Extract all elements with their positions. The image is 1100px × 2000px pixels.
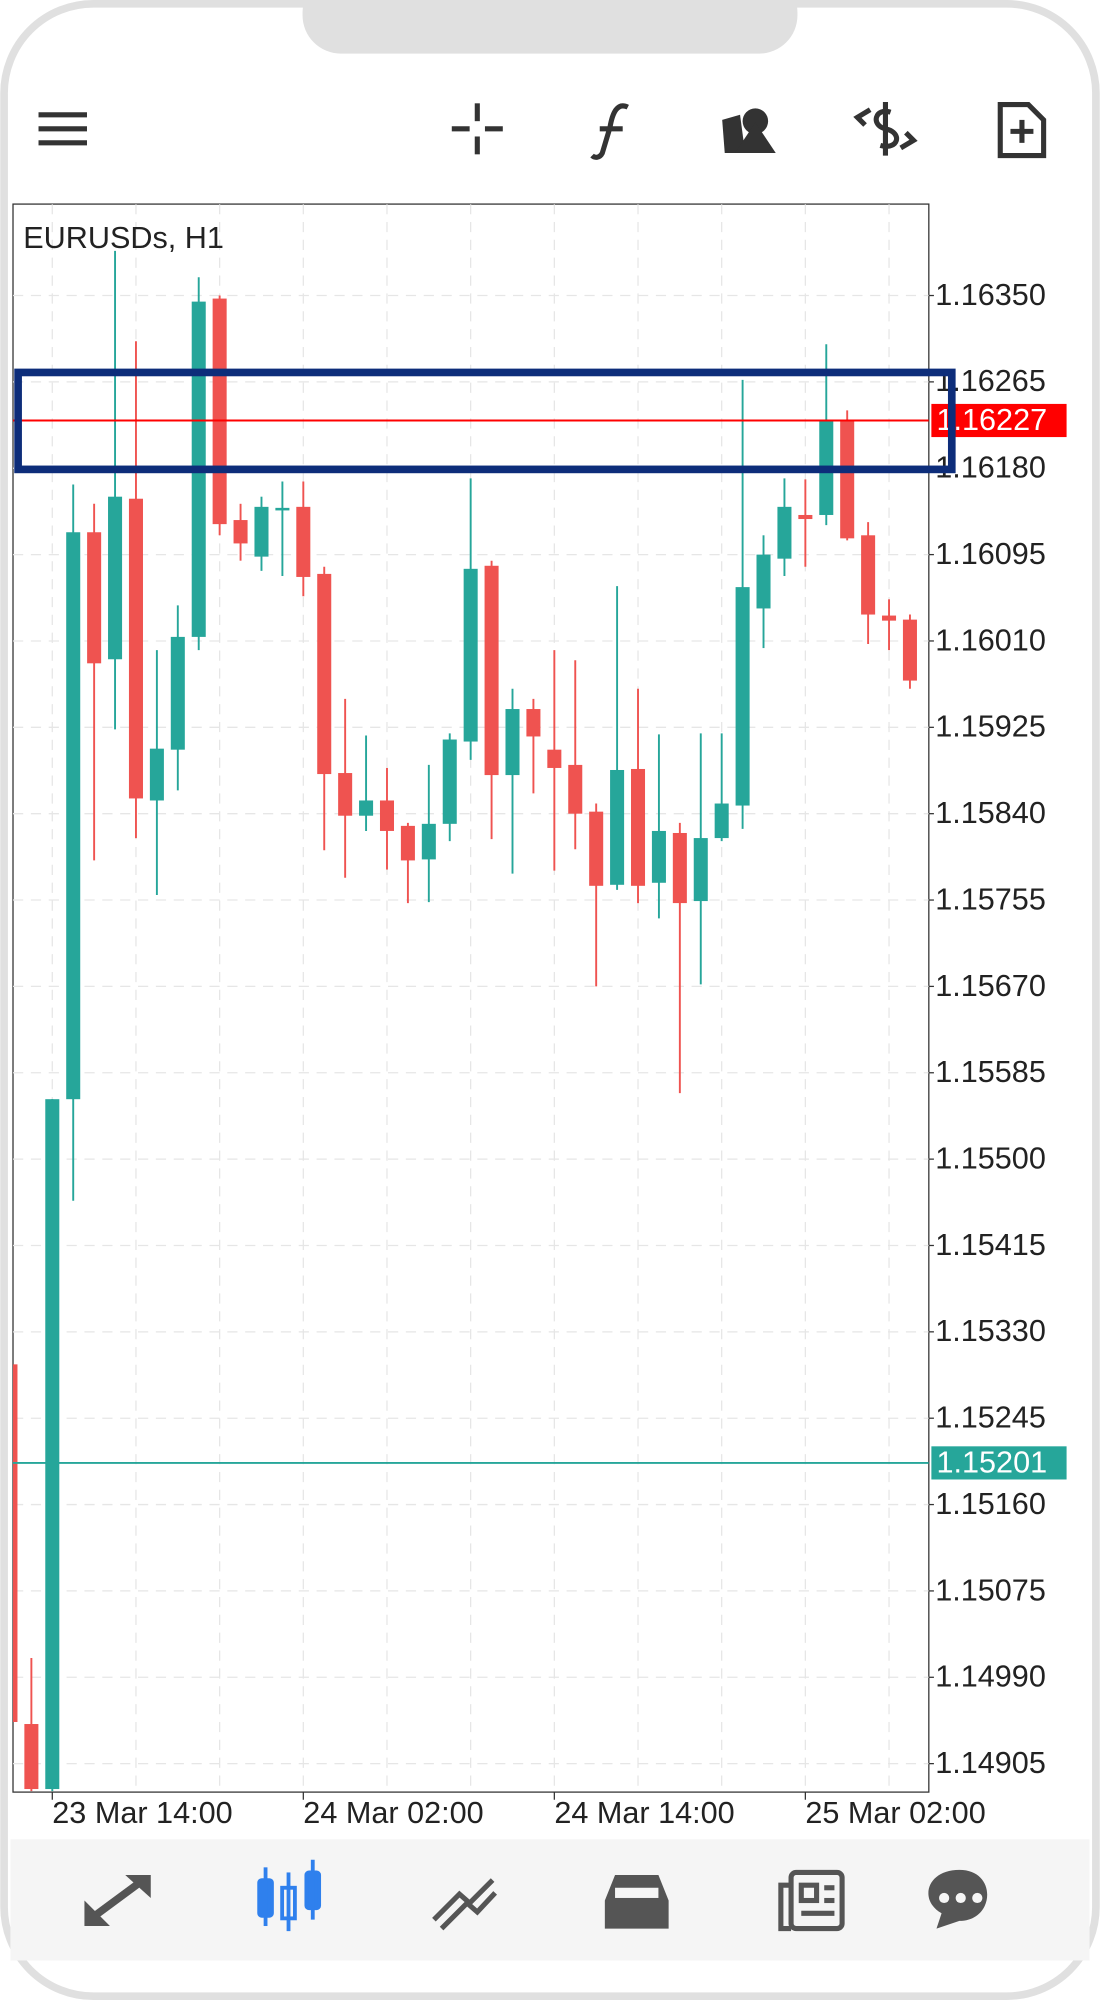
y-tick-label: 1.15670 [935,969,1046,1003]
price-label: 1.15201 [936,1445,1047,1479]
y-tick-label: 1.15585 [935,1055,1046,1089]
grid [13,204,929,1793]
y-tick-label: 1.14905 [935,1746,1046,1780]
candle-body [442,739,457,824]
crosshair-button[interactable] [451,103,503,155]
candle-body [13,1364,18,1722]
candle-body [24,1724,39,1790]
candle-body [463,568,478,742]
candle-body [630,768,646,886]
chart-title: EURUSDs, H1 [23,221,224,255]
bottom-nav [10,1839,1090,1961]
symbol-button[interactable] [853,102,918,156]
candle-body [296,506,311,577]
y-tick-label: 1.16010 [935,623,1046,657]
y-tick-label: 1.15160 [935,1487,1046,1521]
candle-body [233,520,248,544]
y-tick-label: 1.15245 [935,1401,1046,1435]
y-tick-label: 1.15415 [935,1228,1046,1262]
candle-body [882,615,897,621]
candle-body [505,709,520,776]
y-tick-label: 1.15925 [935,710,1046,744]
candle-body [756,554,771,609]
candle-body [128,498,143,799]
candle-body [735,587,750,806]
trade-tab[interactable] [432,1878,498,1931]
x-tick-label: 24 Mar 02:00 [303,1796,483,1830]
candle-body [840,420,855,539]
history-tab[interactable] [604,1875,669,1929]
candles [13,250,929,1792]
highlight-box [14,368,956,474]
candle-body [526,709,541,737]
candle-body [275,507,290,511]
candle-body [212,298,227,525]
y-tick-label: 1.16350 [935,278,1046,312]
y-tick-label: 1.15840 [935,796,1046,830]
price-label-bg [931,1446,1067,1480]
notch [302,0,798,54]
candle-body [149,748,164,801]
candle-body [484,565,499,776]
candle-body [379,800,395,831]
chart-tab[interactable] [257,1859,322,1932]
candle-body [693,838,708,902]
candle-body [589,811,604,886]
candle-body [254,506,269,557]
candle-body [568,764,583,814]
x-tick-label: 24 Mar 14:00 [554,1796,734,1830]
candle-body [714,803,729,839]
y-tick-label: 1.15755 [935,882,1046,916]
x-tick-label: 23 Mar 14:00 [52,1796,232,1830]
candle-body [547,749,562,768]
candle-body [861,535,876,615]
new-order-button[interactable] [997,102,1047,159]
y-tick-label: 1.15075 [935,1573,1046,1607]
indicators-button[interactable] [590,103,629,160]
candle-body [610,769,625,885]
chat-tab[interactable] [928,1869,988,1929]
y-tick-label: 1.15330 [935,1314,1046,1348]
y-tick-label: 1.14990 [935,1660,1046,1694]
candle-body [45,1099,60,1790]
x-tick-label: 25 Mar 02:00 [805,1796,985,1830]
nav-icons [84,1859,988,1932]
candle-body [338,773,353,816]
candle-body [777,506,792,559]
menu-button[interactable] [38,112,87,146]
candle-body [651,830,666,883]
candle-body [400,825,415,861]
candle-body [902,619,917,681]
candle-body [672,832,687,904]
candle-body [317,573,332,775]
candle-body [87,532,102,664]
candle-body [421,823,436,860]
candle-body [170,636,185,750]
toolbar [38,102,1047,160]
candle-body [798,514,813,520]
news-tab[interactable] [778,1869,845,1932]
candle-body [66,532,81,1100]
candle-body [108,496,123,660]
candle-body [359,800,374,816]
objects-button[interactable] [722,108,776,154]
y-tick-label: 1.16095 [935,537,1046,571]
y-tick-label: 1.15500 [935,1141,1046,1175]
